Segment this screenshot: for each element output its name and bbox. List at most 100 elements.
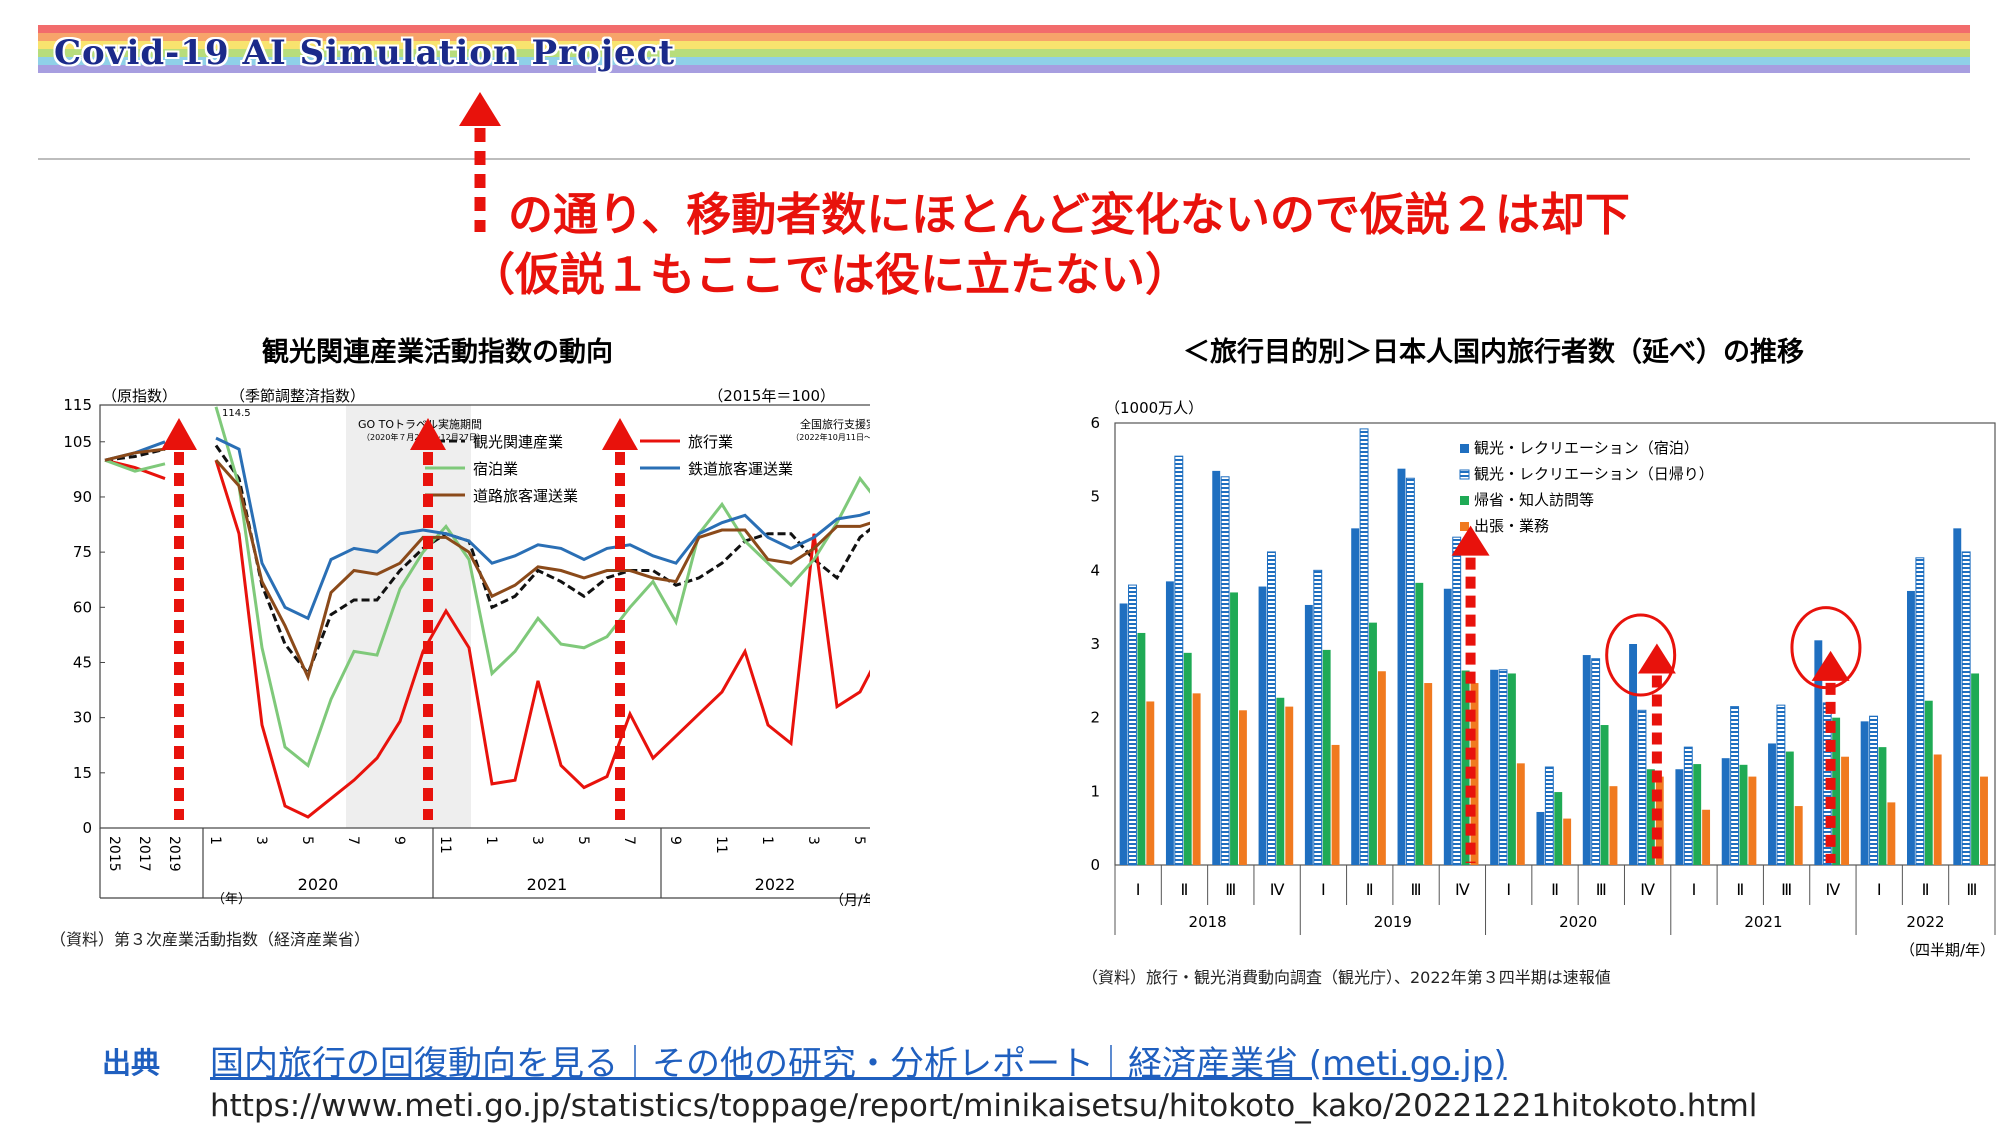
bar	[1841, 756, 1849, 865]
legend-label: 観光関連産業	[473, 433, 563, 451]
y-tick-label: 115	[63, 396, 92, 414]
bar	[1739, 764, 1748, 865]
legend-swatch	[1460, 496, 1469, 505]
x-year-label: 2018	[1189, 913, 1227, 931]
series-line-monthly	[214, 444, 870, 677]
y-tick-label: 3	[1090, 635, 1100, 653]
x-quarter-label: Ⅳ	[1270, 880, 1285, 899]
x-quarter-label: Ⅳ	[1640, 880, 1655, 899]
bar	[1192, 693, 1201, 865]
bar	[1768, 743, 1776, 865]
highlight-circle	[1605, 613, 1677, 697]
bar	[1730, 706, 1740, 866]
x-month-tick: 5	[299, 836, 315, 845]
series-line-annual	[104, 458, 166, 473]
highlight-circle	[1790, 606, 1862, 690]
annotation-arrow-icon	[602, 418, 638, 450]
annotation-arrow-icon	[1637, 643, 1676, 674]
y-tick-label: 0	[82, 819, 92, 837]
bar	[1490, 669, 1499, 865]
bar	[1313, 569, 1323, 866]
x-quarter-label: Ⅱ	[1736, 880, 1744, 899]
series-line-monthly	[214, 459, 870, 682]
right-chart-title: ＜旅行目的別＞日本人国内旅行者数（延べ）の推移	[1183, 337, 1804, 368]
x-quarter-label: Ⅰ	[1877, 880, 1882, 899]
x-month-tick: 9	[391, 836, 407, 845]
annotation-arrow-icon	[1811, 650, 1850, 681]
series-line-monthly	[214, 406, 870, 768]
legend-label: 観光・レクリエーション（宿泊）	[1474, 439, 1699, 457]
bar	[1629, 644, 1638, 865]
bar	[1443, 588, 1452, 865]
bar	[1165, 581, 1174, 865]
bar	[1675, 769, 1684, 865]
bar	[1563, 818, 1572, 865]
x-quarter-label: Ⅳ	[1826, 880, 1841, 899]
x-quarter-label: Ⅰ	[1136, 880, 1141, 899]
x-unit: （四半期/年）	[1900, 941, 1995, 959]
x-quarter-label: Ⅲ	[1966, 880, 1977, 899]
y-tick-label: 1	[1090, 782, 1100, 800]
header-banner: Covid-19 AI Simulation Project	[38, 25, 1970, 90]
x-month-tick: 5	[851, 836, 867, 845]
y-tick-label: 105	[63, 433, 92, 451]
bar	[1933, 754, 1942, 865]
divider	[38, 158, 1970, 160]
left-chart-title: 観光関連産業活動指数の動向	[262, 337, 613, 368]
banner-stripe	[38, 41, 1970, 49]
bar	[1276, 697, 1285, 865]
bar	[1702, 809, 1711, 865]
x-quarter-label: Ⅲ	[1596, 880, 1607, 899]
bar	[1637, 709, 1647, 866]
x-year-tick: 2019	[166, 836, 182, 872]
bar	[1961, 551, 1971, 866]
legend-swatch	[1459, 469, 1470, 480]
bar	[1351, 528, 1360, 865]
bar	[1887, 802, 1896, 865]
x-group-label: 2021	[527, 875, 568, 894]
bar	[1230, 592, 1238, 865]
series-line-monthly	[215, 436, 870, 621]
y-tick-label: 45	[73, 653, 92, 671]
bar	[1869, 715, 1878, 866]
bar	[1860, 721, 1869, 865]
bar	[1600, 725, 1609, 865]
x-month-tick: 11	[437, 836, 453, 854]
banner-stripe	[38, 25, 1970, 33]
x-month-tick: 1	[483, 836, 499, 845]
bar	[1183, 652, 1192, 865]
bar	[1814, 640, 1823, 865]
y-tick-label: 30	[73, 709, 92, 727]
y-tick-label: 15	[73, 764, 92, 782]
bar	[1544, 766, 1554, 866]
bar	[1322, 649, 1331, 865]
bar	[1953, 528, 1962, 865]
x-quarter-label: Ⅱ	[1551, 880, 1559, 899]
bar	[1554, 792, 1563, 865]
conclusion-line-1: の通り、移動者数にほとんど変化ないので仮説２は却下	[508, 188, 1630, 241]
bar	[1591, 658, 1601, 866]
bar	[1971, 673, 1980, 865]
bar	[1776, 704, 1786, 866]
rainbow-stripes	[38, 25, 1970, 73]
bar	[1377, 671, 1386, 865]
left-chart-source: （資料）第３次産業活動指数（経済産業省）	[50, 930, 371, 949]
shade-label: GO TOトラベル実施期間	[358, 417, 482, 431]
x-year-label: 2022	[1906, 913, 1944, 931]
citation-url[interactable]: https://www.meti.go.jp/statistics/toppag…	[210, 1088, 1758, 1124]
bar	[1655, 776, 1664, 865]
bar	[1359, 428, 1369, 866]
x-quarter-label: Ⅱ	[1922, 880, 1930, 899]
x-year-label: 2020	[1559, 913, 1597, 931]
left-note: （原指数）	[102, 387, 177, 405]
x-year-suffix: （年）	[212, 892, 251, 907]
x-quarter-label: Ⅱ	[1366, 880, 1374, 899]
x-month-tick: 1	[759, 836, 775, 845]
plot-frame	[99, 404, 870, 829]
y-tick-label: 60	[73, 598, 92, 616]
traveler-bar-chart: （1000万人） （四半期/年） 0 1 2 3 4 5 6 Ⅰ Ⅱ Ⅲ Ⅳ Ⅰ Ⅱ Ⅲ Ⅳ Ⅰ Ⅱ Ⅲ Ⅳ Ⅰ Ⅱ Ⅲ Ⅳ…	[1090, 399, 1996, 959]
series-line-annual	[104, 447, 166, 462]
bar	[1304, 604, 1313, 865]
citation-link[interactable]: 国内旅行の回復動向を見る｜その他の研究・分析レポート｜経済産業省 (meti.g…	[210, 1044, 1507, 1084]
y-tick-label: 90	[73, 488, 92, 506]
